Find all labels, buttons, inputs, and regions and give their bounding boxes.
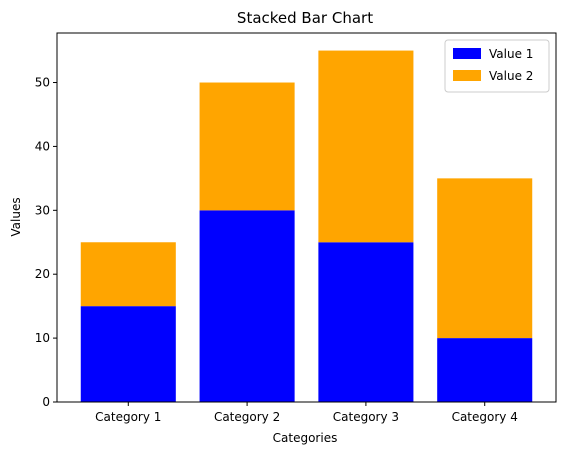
y-axis: 0 10 20 30 40 50 xyxy=(35,76,57,409)
y-tick-label: 10 xyxy=(35,331,50,345)
x-axis: Category 1 Category 2 Category 3 Category 4 xyxy=(95,402,518,424)
bar-2-category-2 xyxy=(199,82,295,211)
bars-group xyxy=(80,50,533,402)
legend-label-2: Value 2 xyxy=(489,69,533,83)
legend: Value 1 Value 2 xyxy=(444,39,550,93)
bar-1-category-2 xyxy=(199,210,295,402)
x-tick-label: Category 1 xyxy=(95,410,161,424)
y-tick-label: 0 xyxy=(42,395,50,409)
bar-2-category-4 xyxy=(437,178,533,339)
x-axis-label: Categories xyxy=(273,431,338,445)
x-tick-label: Category 4 xyxy=(452,410,518,424)
bar-1-category-4 xyxy=(437,338,533,402)
plot-frame xyxy=(56,32,557,403)
legend-swatch-2 xyxy=(453,70,481,81)
y-tick-label: 40 xyxy=(35,139,50,153)
legend-label-1: Value 1 xyxy=(489,47,533,61)
y-tick-label: 50 xyxy=(35,76,50,90)
chart-title: Stacked Bar Chart xyxy=(237,9,373,27)
bar-2-category-1 xyxy=(80,242,176,307)
y-axis-label: Values xyxy=(9,197,23,236)
x-tick-label: Category 3 xyxy=(333,410,399,424)
y-tick-label: 20 xyxy=(35,267,50,281)
x-tick-label: Category 2 xyxy=(214,410,280,424)
bar-2-category-3 xyxy=(318,50,414,243)
y-tick-label: 30 xyxy=(35,203,50,217)
legend-swatch-1 xyxy=(453,48,481,59)
bar-1-category-1 xyxy=(80,306,176,402)
bar-1-category-3 xyxy=(318,242,414,402)
